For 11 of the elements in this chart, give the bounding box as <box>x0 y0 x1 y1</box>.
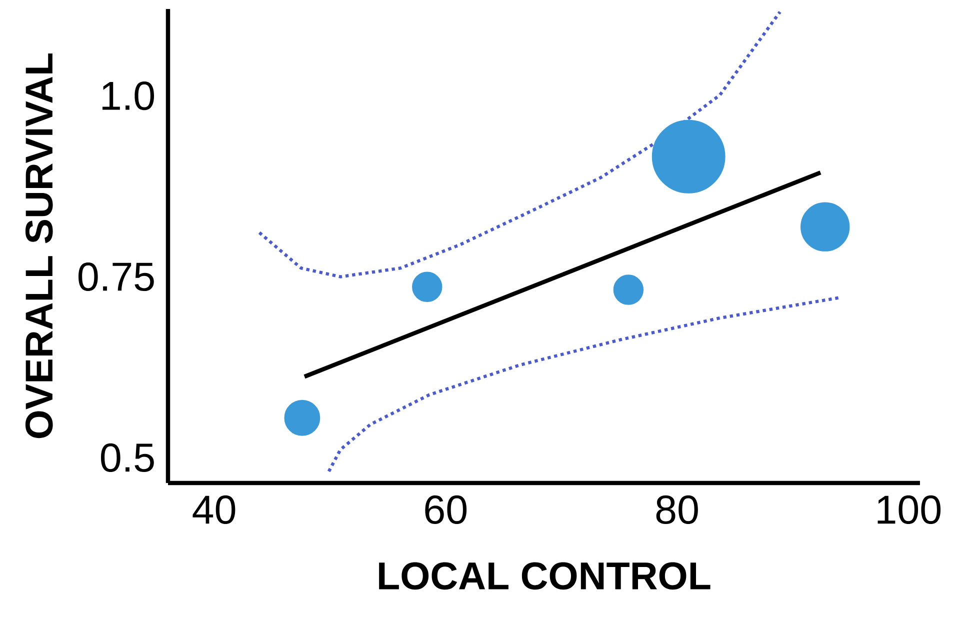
y-tick-label: 0.75 <box>78 262 154 292</box>
y-axis-title: OVERALL SURVIVAL <box>25 53 53 438</box>
x-axis-title: LOCAL CONTROL <box>379 562 710 590</box>
line-series <box>327 296 841 474</box>
x-tick-label: 80 <box>656 495 698 524</box>
y-tick-label: 1.0 <box>102 82 154 110</box>
x-tick-label: 40 <box>192 495 236 524</box>
x-tick-label: 60 <box>425 495 467 524</box>
line-series <box>258 10 782 278</box>
x-tick-label: 100 <box>878 495 941 524</box>
y-tick-label: 0.5 <box>100 443 154 472</box>
